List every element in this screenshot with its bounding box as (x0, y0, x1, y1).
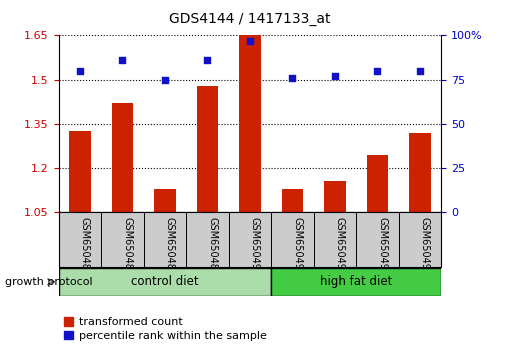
Bar (366, 155, 387, 212)
Text: GSM650486: GSM650486 (80, 217, 90, 276)
Bar (408, 133, 430, 212)
Bar (59, 268, 271, 296)
Text: GSM650488: GSM650488 (164, 217, 175, 276)
Text: GSM650492: GSM650492 (334, 217, 344, 276)
Point (76, 68, 84, 74)
Text: control diet: control diet (131, 275, 199, 288)
Point (373, 68, 381, 74)
Bar (69, 131, 91, 212)
Bar (111, 103, 133, 212)
Bar (239, 34, 260, 212)
Text: GSM650487: GSM650487 (122, 217, 132, 276)
Text: GDS4144 / 1417133_at: GDS4144 / 1417133_at (169, 12, 330, 27)
Bar (324, 181, 345, 212)
Text: GSM650489: GSM650489 (207, 217, 217, 276)
Text: high fat diet: high fat diet (319, 275, 391, 288)
Text: GSM650491: GSM650491 (292, 217, 302, 276)
Bar (281, 189, 302, 212)
Point (245, 38, 253, 44)
Legend: transformed count, percentile rank within the sample: transformed count, percentile rank withi… (64, 317, 266, 341)
Point (203, 57, 211, 63)
Point (118, 57, 126, 63)
Bar (271, 268, 440, 296)
Point (288, 75, 296, 81)
Text: GSM650494: GSM650494 (419, 217, 429, 276)
Bar (196, 86, 218, 212)
Bar (154, 189, 175, 212)
Text: GSM650490: GSM650490 (249, 217, 260, 276)
Point (160, 77, 168, 82)
Text: growth protocol: growth protocol (5, 277, 93, 287)
Point (415, 68, 423, 74)
Point (330, 73, 338, 79)
Text: GSM650493: GSM650493 (377, 217, 387, 276)
